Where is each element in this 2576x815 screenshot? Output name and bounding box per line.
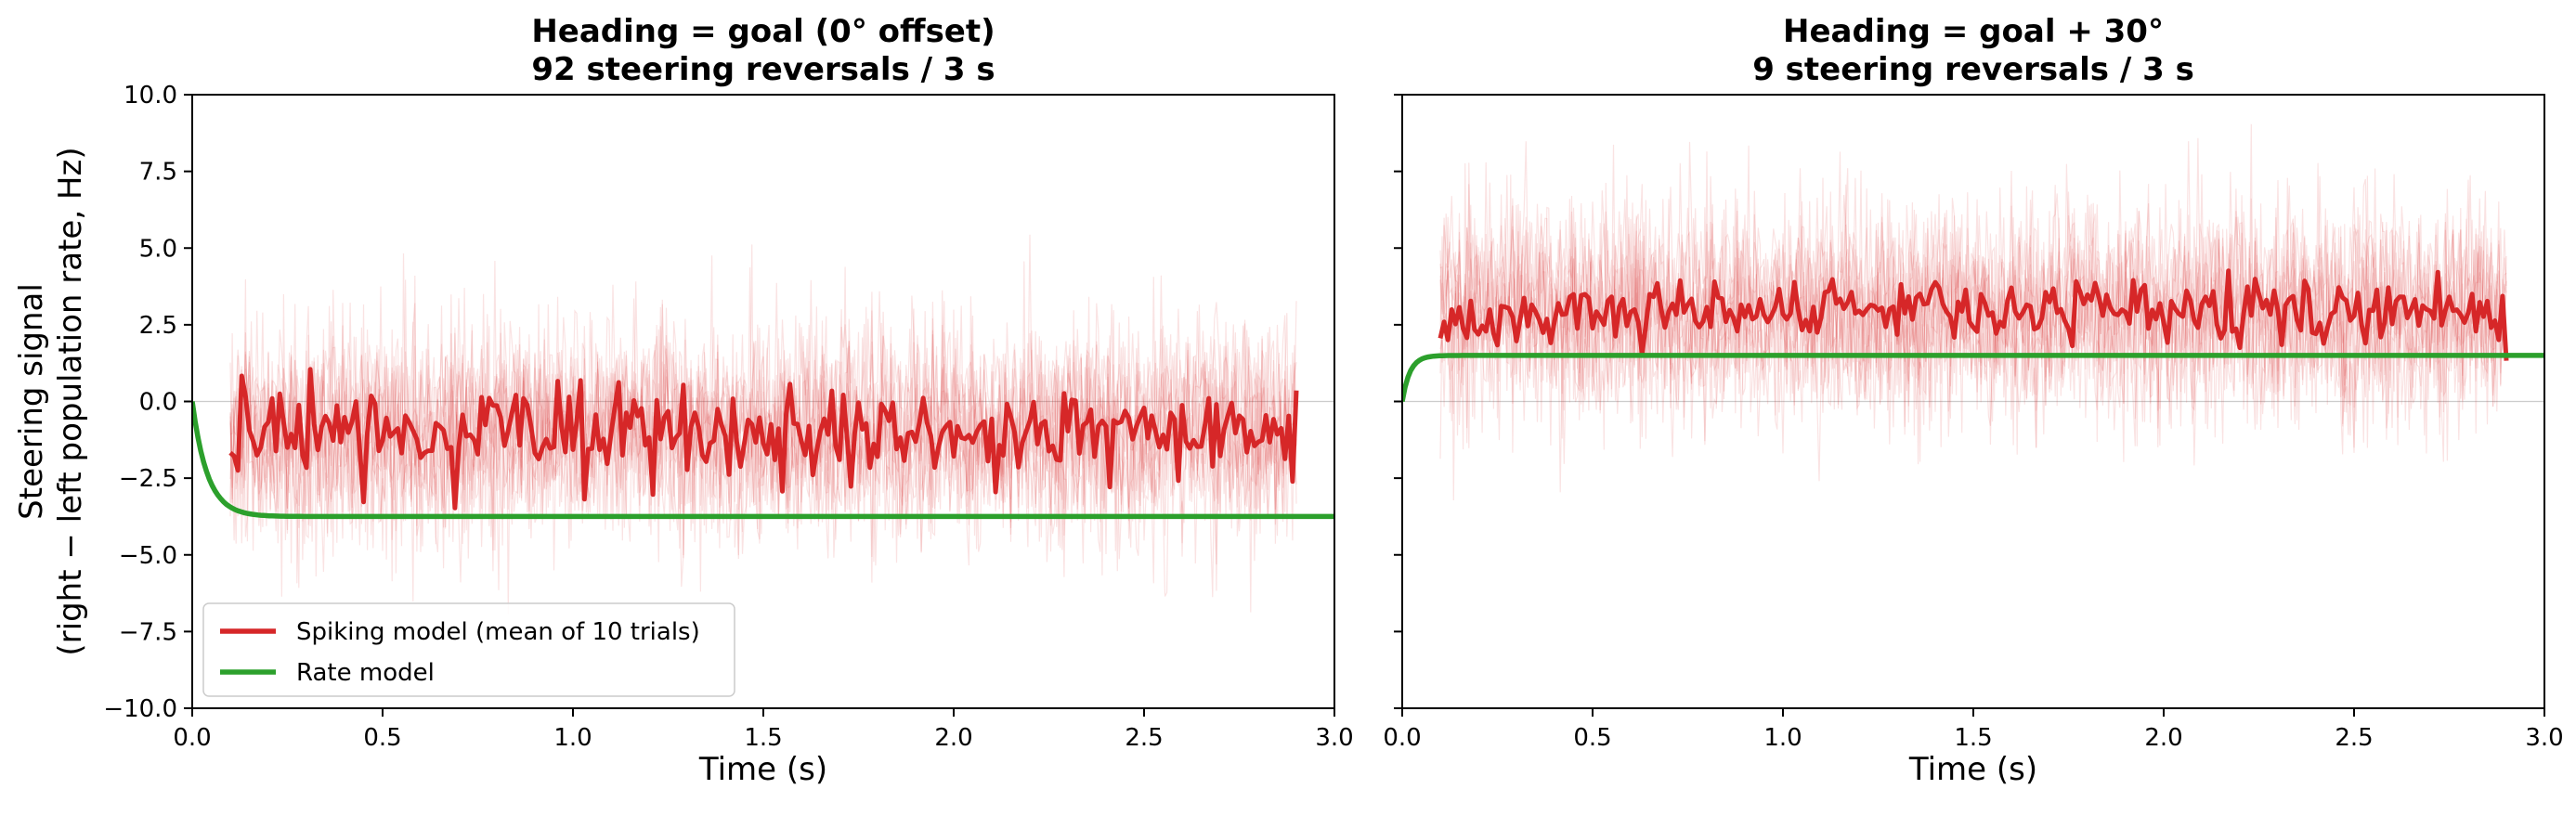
- chart-subtitle: 9 steering reversals / 3 s: [1752, 51, 2194, 88]
- x-tick-label: 1.5: [744, 724, 782, 752]
- legend-label: Spiking model (mean of 10 trials): [296, 618, 700, 646]
- y-tick-label: −7.5: [119, 618, 177, 646]
- x-tick-label: 0.5: [1573, 724, 1611, 752]
- y-tick-label: −5.0: [119, 542, 177, 570]
- x-axis-label: Time (s): [1908, 751, 2037, 788]
- trial-line: [1439, 168, 2507, 448]
- trial-line: [229, 281, 1297, 613]
- plot-area: [192, 234, 1334, 615]
- x-tick-label: 2.5: [2335, 724, 2373, 752]
- legend-label: Rate model: [296, 659, 435, 687]
- y-tick-label: 0.0: [139, 389, 177, 417]
- x-tick-label: 1.0: [1763, 724, 1802, 752]
- x-tick-label: 1.5: [1954, 724, 1992, 752]
- trial-line: [229, 275, 1297, 584]
- panel-2: 0.0 0.5 1.0 1.5 2.0 2.5 3.0 Heading = goal + 30…: [1383, 13, 2563, 788]
- x-tick-label: 3.0: [1315, 724, 1353, 752]
- chart-title: Heading = goal (0° offset): [531, 13, 995, 50]
- trial-line: [229, 277, 1297, 615]
- y-tick-label: −10.0: [103, 695, 177, 723]
- x-tick-label: 3.0: [2525, 724, 2563, 752]
- legend: Spiking model (mean of 10 trials) Rate mo…: [202, 602, 735, 697]
- y-tick-label: 10.0: [124, 82, 177, 110]
- x-axis-label: Time (s): [698, 751, 827, 788]
- y-tick-label: 2.5: [139, 312, 177, 340]
- trial-line: [229, 266, 1297, 598]
- x-tick-label: 2.5: [1125, 724, 1163, 752]
- plot-area: [1402, 123, 2544, 501]
- trial-line: [229, 282, 1297, 572]
- chart-subtitle: 92 steering reversals / 3 s: [531, 51, 995, 88]
- x-tick-label: 0.5: [363, 724, 401, 752]
- x-tick-label: 1.0: [553, 724, 592, 752]
- y-tick-label: 5.0: [139, 235, 177, 263]
- rate-model-line: [192, 401, 1334, 520]
- x-tick-label: 2.0: [2144, 724, 2182, 752]
- panel-1: 0.0 0.5 1.0 1.5 2.0 2.5 3.0 −10.0 −7.5 −5.0 −2.5 0.…: [13, 13, 1354, 788]
- legend-box: [202, 602, 735, 697]
- x-tick-label: 0.0: [1383, 724, 1421, 752]
- y-axis-label-line2: (right − left population rate, Hz): [52, 147, 89, 655]
- trial-line: [229, 234, 1297, 584]
- trial-line: [1439, 162, 2507, 462]
- y-axis-label: Steering signal: [13, 283, 50, 520]
- y-tick-label: 7.5: [139, 159, 177, 187]
- trial-line: [229, 255, 1297, 597]
- spiking-mean-line: [1438, 268, 2509, 361]
- spiking-mean-line: [228, 367, 1299, 511]
- trial-line: [229, 296, 1297, 602]
- chart-title: Heading = goal + 30°: [1783, 13, 2164, 50]
- trial-line: [229, 252, 1297, 597]
- y-tick-label: −2.5: [119, 465, 177, 493]
- x-tick-label: 0.0: [173, 724, 211, 752]
- trial-line: [1439, 123, 2507, 447]
- rate-model-line: [1402, 353, 2544, 403]
- trial-line: [229, 244, 1297, 564]
- x-tick-label: 2.0: [934, 724, 972, 752]
